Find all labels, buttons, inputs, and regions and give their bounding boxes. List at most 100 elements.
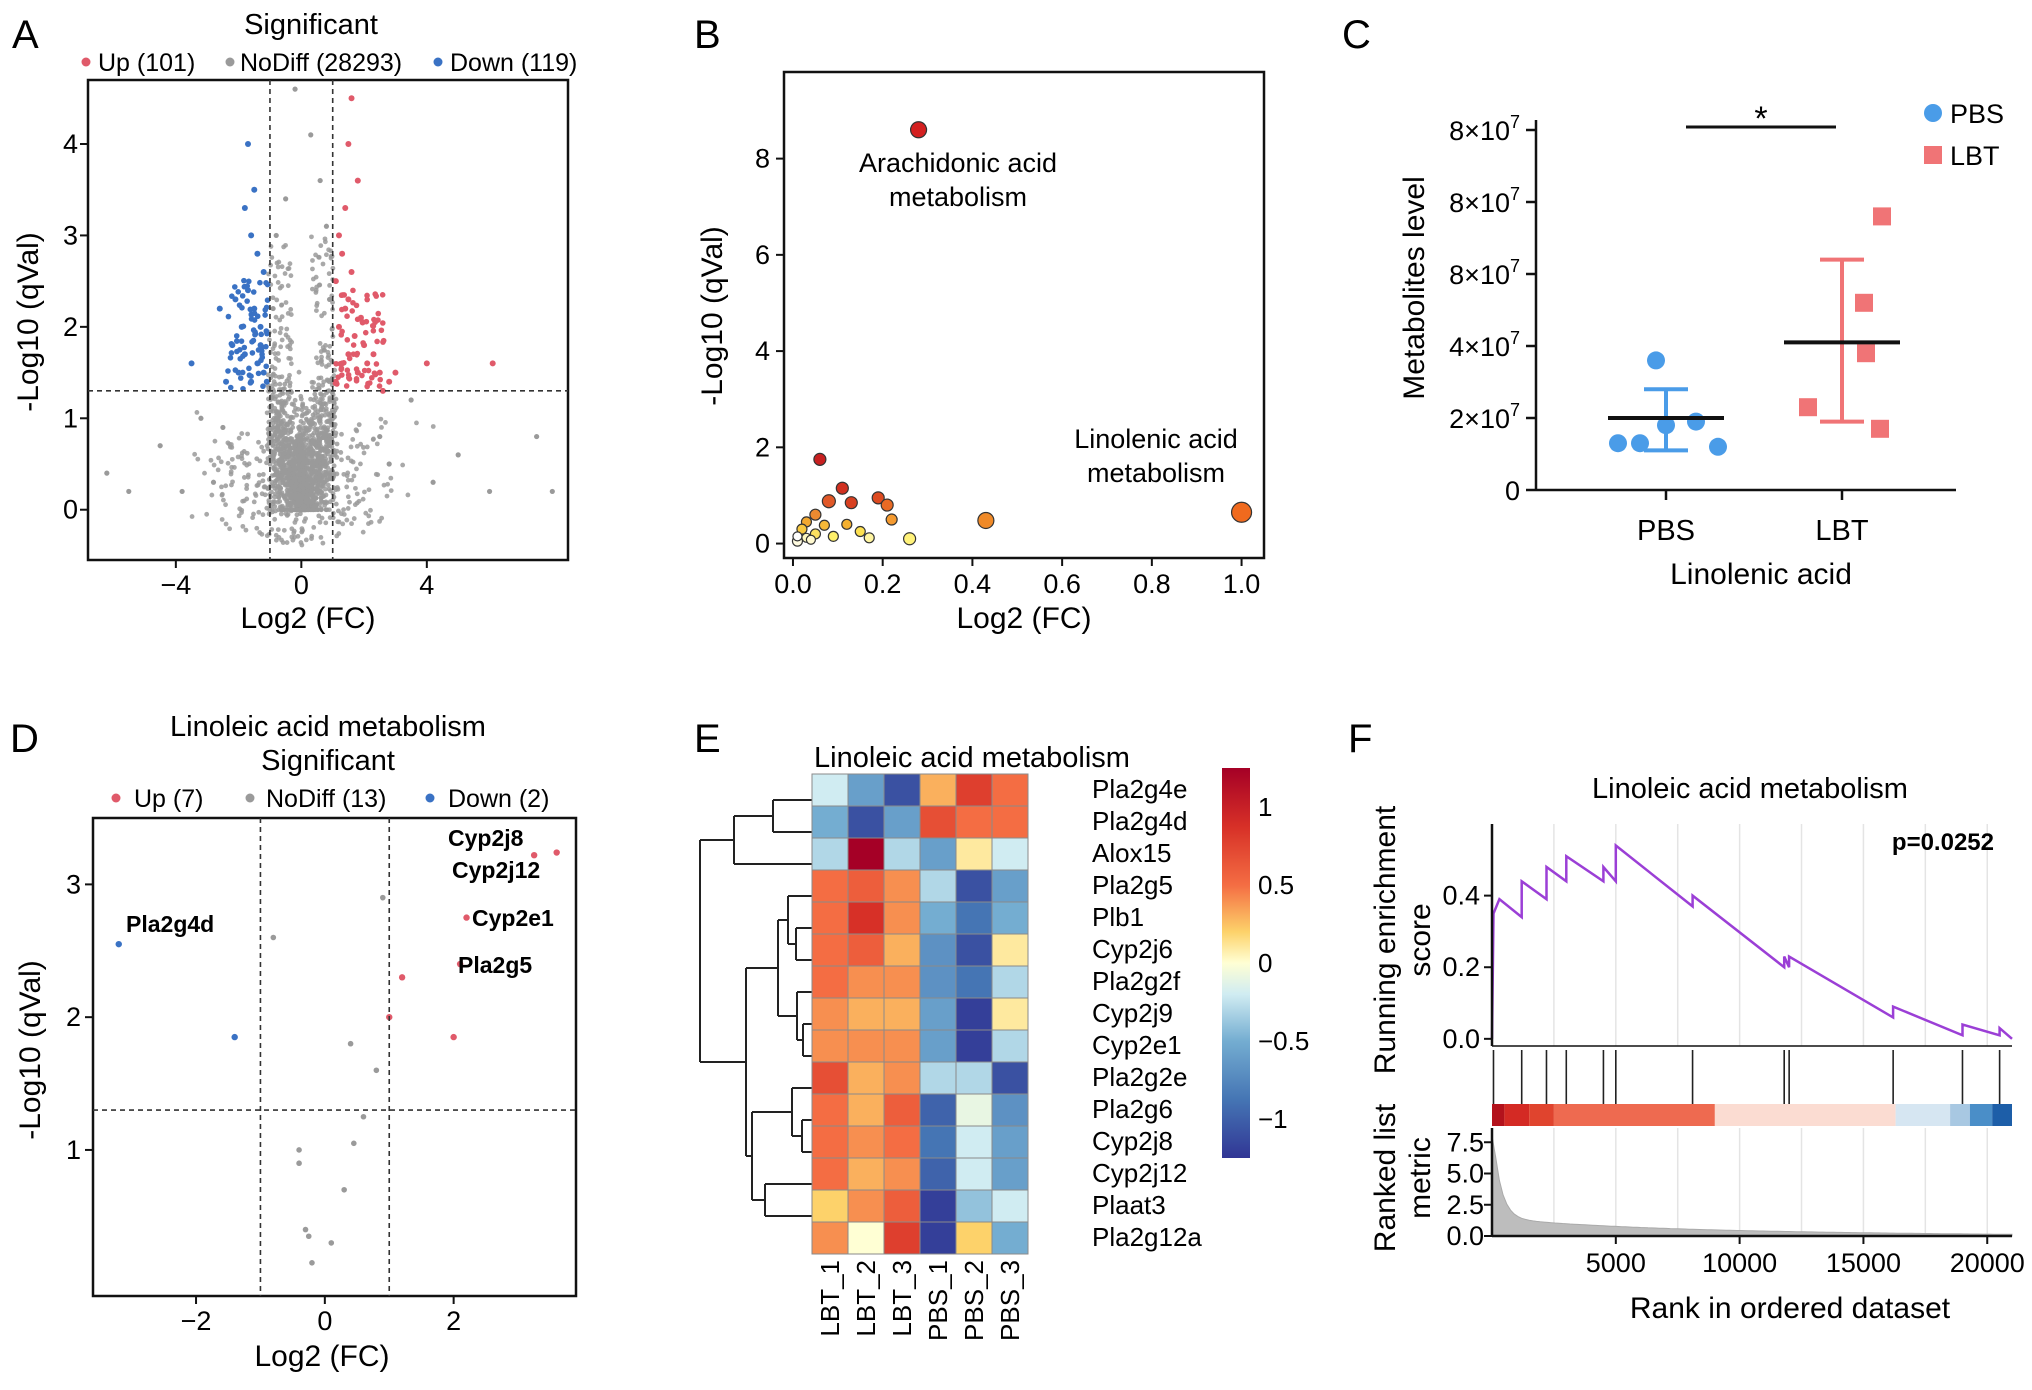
heatmap-cell (991, 837, 1029, 871)
down-point (228, 340, 235, 347)
heatmap-cell (811, 901, 849, 935)
heatmap-cell (811, 1093, 849, 1127)
up-point (375, 310, 382, 317)
nodiff-point (354, 491, 360, 497)
gene-label: Cyp2j12 (452, 857, 540, 883)
nodiff-point (278, 511, 284, 517)
nodiff-point (358, 441, 364, 447)
nodiff-point (308, 422, 314, 428)
pathway-point (880, 498, 894, 512)
nodiff-point (293, 495, 298, 501)
nodiff-point (322, 502, 328, 508)
heatmap-cell (919, 901, 957, 935)
heatmap-cell (919, 965, 957, 999)
nodiff-point (319, 499, 325, 505)
heatmap-cell (919, 1125, 957, 1159)
nodiff-point (273, 232, 279, 239)
up-point (353, 376, 360, 382)
nodiff-point (279, 490, 285, 496)
nodiff-point (313, 480, 319, 486)
nodiff-point (281, 430, 287, 436)
nodiff-point (333, 405, 339, 411)
x-tick-label: 4 (419, 570, 434, 600)
down-point (257, 323, 264, 330)
nodiff-point (327, 283, 332, 288)
colorbar (1222, 768, 1250, 1158)
heatmap-cell (883, 933, 921, 967)
up-point (398, 974, 406, 981)
up-point (370, 328, 377, 334)
nodiff-point (301, 456, 306, 462)
heatmap-cell (883, 773, 921, 807)
up-point (353, 366, 360, 372)
nodiff-point (275, 264, 281, 270)
nodiff-point (360, 1113, 367, 1120)
heatmap-cell (847, 997, 885, 1031)
nodiff-point (345, 494, 351, 500)
panel-f-ylabel-top-line1: Running enrichment (1369, 805, 1402, 1074)
nodiff-point (272, 499, 277, 505)
pbs-point (1647, 351, 1665, 370)
nodiff-point (323, 252, 329, 258)
nodiff-point (301, 468, 307, 474)
down-point (233, 333, 240, 339)
x-tick-label: 0.4 (954, 569, 992, 599)
x-tick-label: 20000 (1950, 1248, 2025, 1278)
nodiff-point (329, 325, 335, 331)
panel-c-ylabel: Metabolites level (1398, 176, 1431, 399)
nodiff-point (281, 494, 287, 500)
running-es-line (1490, 842, 2013, 1040)
pathway-point (792, 531, 803, 542)
rank-color-segment (1714, 1104, 1896, 1126)
nodiff-point (228, 471, 234, 477)
nodiff-point (229, 456, 235, 462)
nodiff-point (330, 265, 336, 271)
nodiff-point (326, 362, 332, 368)
heatmap-cell (847, 773, 885, 807)
nodiff-point (310, 384, 315, 390)
legend-nodiff-marker (245, 793, 255, 803)
nodiff-point (272, 328, 278, 334)
nodiff-point (272, 464, 277, 470)
heatmap-cell (955, 901, 993, 935)
nodiff-point (302, 1226, 309, 1233)
panel-d-xlabel: Log2 (FC) (254, 1340, 389, 1373)
nodiff-point (296, 369, 302, 375)
nodiff-point (319, 362, 325, 367)
up-point (450, 1033, 457, 1041)
nodiff-point (309, 379, 315, 385)
up-point (342, 205, 349, 211)
nodiff-point (284, 437, 290, 443)
x-tick-label: 0.0 (774, 569, 812, 599)
heatmap-cell (991, 1189, 1029, 1223)
nodiff-point (284, 470, 289, 475)
nodiff-point (296, 1160, 302, 1167)
rank-color-segment (1895, 1104, 1951, 1126)
heatmap-cell (991, 1221, 1029, 1255)
nodiff-point (354, 466, 359, 472)
nodiff-point (245, 431, 251, 437)
nodiff-point (332, 433, 338, 439)
pbs-point (1631, 434, 1649, 453)
nodiff-point (314, 308, 319, 313)
panel-b: B 0.0 0.2 0.4 0.6 0.8 1.0 0 2 4 6 8 Arachidonic ac… (694, 13, 1266, 635)
nodiff-point (353, 485, 358, 491)
nodiff-point (219, 484, 224, 490)
nodiff-point (276, 484, 282, 490)
nodiff-point (292, 86, 298, 92)
nodiff-point (265, 372, 271, 378)
nodiff-point (323, 507, 329, 513)
nodiff-point (220, 497, 226, 503)
nodiff-point (358, 461, 363, 467)
colorbar-tick-label: −0.5 (1258, 1026, 1309, 1056)
nodiff-point (283, 505, 289, 511)
nodiff-point (272, 341, 278, 347)
heatmap-cell (847, 965, 885, 999)
up-point (370, 323, 377, 329)
pathway-point (863, 532, 875, 544)
nodiff-point (280, 540, 286, 545)
nodiff-point (225, 460, 231, 466)
heatmap-cell (847, 1189, 885, 1223)
up-point (375, 317, 381, 323)
